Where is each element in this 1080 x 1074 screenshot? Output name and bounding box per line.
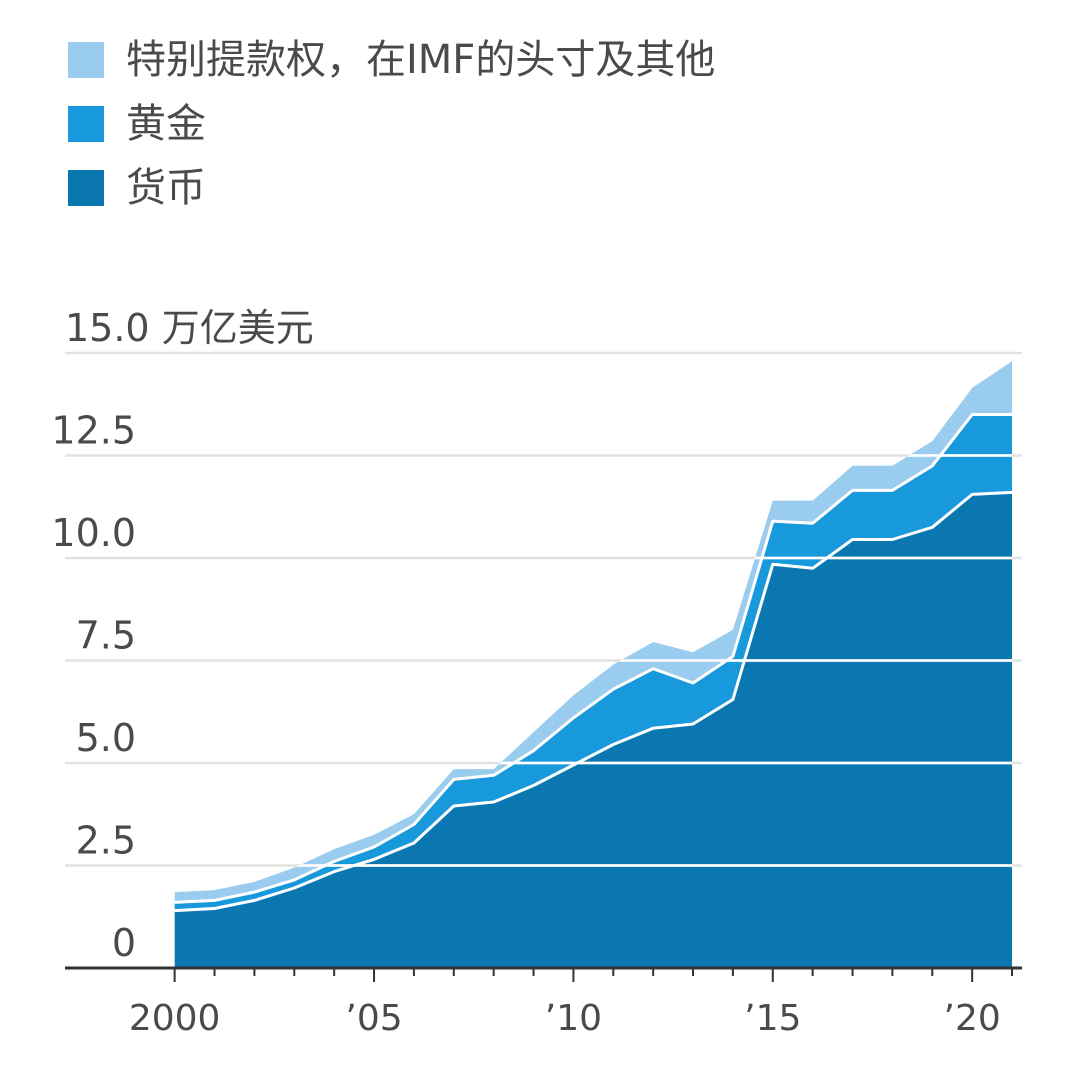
area-currency (174, 492, 1012, 968)
y-tick-label-0: 0 (112, 921, 136, 965)
legend-item-currency: 货币 (68, 156, 715, 220)
legend-label-currency: 货币 (126, 165, 206, 211)
x-tick-label-2005: ’05 (345, 998, 402, 1039)
legend-swatch-currency (68, 170, 104, 206)
y-tick-label-12.5: 12.5 (51, 409, 136, 453)
legend-item-gold: 黄金 (68, 92, 715, 156)
y-tick-label-15.0: 15.0 万亿美元 (65, 306, 314, 350)
x-tick-label-2015: ’15 (744, 998, 801, 1039)
legend: 特别提款权，在IMF的头寸及其他 黄金 货币 (68, 28, 715, 220)
y-tick-label-2.5: 2.5 (76, 819, 136, 863)
series-separator-gold (174, 413, 1012, 904)
series-separator-currency (174, 490, 1013, 913)
legend-label-sdr: 特别提款权，在IMF的头寸及其他 (126, 37, 716, 83)
legend-swatch-gold (68, 106, 104, 142)
legend-swatch-sdr (68, 42, 104, 78)
y-tick-label-7.5: 7.5 (76, 614, 136, 658)
y-tick-label-10.0: 10.0 (51, 511, 136, 555)
x-tick-label-2010: ’10 (545, 998, 602, 1039)
legend-label-gold: 黄金 (126, 101, 206, 147)
area-gold (174, 414, 1012, 911)
x-tick-label-2000: 2000 (129, 998, 221, 1039)
legend-item-sdr: 特别提款权，在IMF的头寸及其他 (68, 28, 715, 92)
x-tick-label-2020: ’20 (944, 998, 1001, 1039)
y-tick-label-5.0: 5.0 (76, 716, 136, 760)
